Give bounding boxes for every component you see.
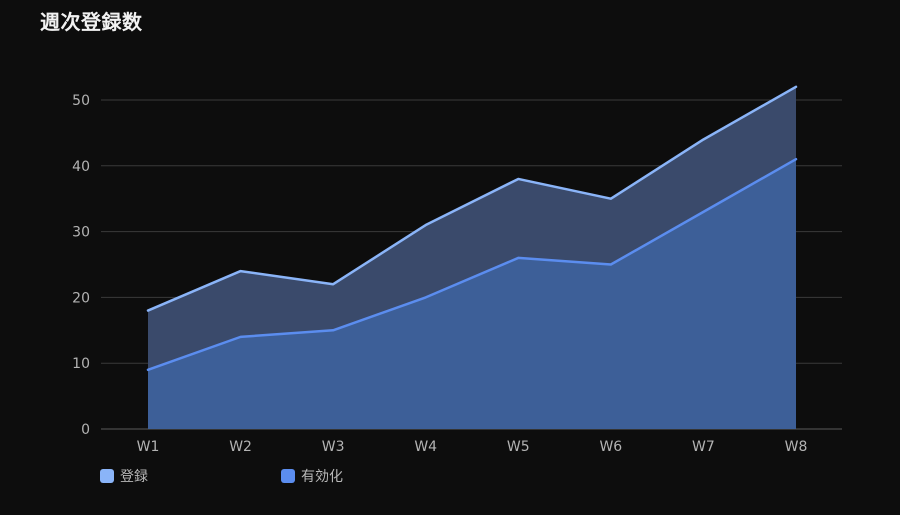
legend-label-registrations: 登録 — [120, 469, 148, 485]
y-tick-labels: 0 10 20 30 40 50 — [72, 93, 90, 438]
area-fills — [148, 86, 796, 429]
x-tick-label-w3: W3 — [322, 439, 345, 455]
area-fill-series-1 — [148, 159, 796, 429]
series-line-1 — [146, 157, 798, 372]
legend-item-activations[interactable]: 有効化 — [281, 466, 343, 486]
chart-title: 週次登録数 — [40, 10, 143, 34]
y-tick-label-20: 20 — [72, 290, 90, 306]
series-lines — [146, 85, 798, 372]
x-tick-label-w8: W8 — [785, 439, 808, 455]
y-tick-label-30: 30 — [72, 225, 90, 241]
legend-swatch-activations — [281, 469, 295, 483]
x-tick-label-w6: W6 — [599, 439, 622, 455]
legend-item-registrations[interactable]: 登録 — [100, 466, 148, 486]
y-tick-label-10: 10 — [72, 356, 90, 372]
x-tick-label-w4: W4 — [414, 439, 437, 455]
legend-swatch-registrations — [100, 469, 114, 483]
x-tick-label-w7: W7 — [692, 439, 715, 455]
x-tick-label-w2: W2 — [229, 439, 252, 455]
series-line-0 — [146, 85, 798, 312]
x-tick-label-w1: W1 — [137, 439, 160, 455]
y-tick-label-50: 50 — [72, 93, 90, 109]
x-tick-label-w5: W5 — [507, 439, 530, 455]
legend-label-activations: 有効化 — [301, 469, 343, 485]
y-tick-label-0: 0 — [81, 422, 90, 438]
y-tick-label-40: 40 — [72, 159, 90, 175]
x-tick-labels: W1 W2 W3 W4 W5 W6 W7 W8 — [137, 439, 808, 455]
